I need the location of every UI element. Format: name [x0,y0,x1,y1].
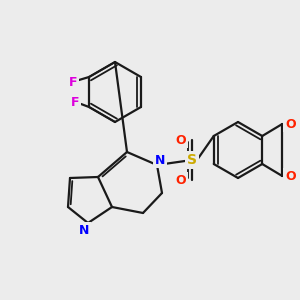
Text: F: F [69,76,77,88]
Text: O: O [285,118,296,130]
Text: O: O [285,169,296,182]
Text: O: O [176,134,186,146]
Text: N: N [79,224,89,236]
Text: F: F [71,95,79,109]
Text: N: N [155,154,165,166]
Text: O: O [176,173,186,187]
Text: S: S [187,153,197,167]
